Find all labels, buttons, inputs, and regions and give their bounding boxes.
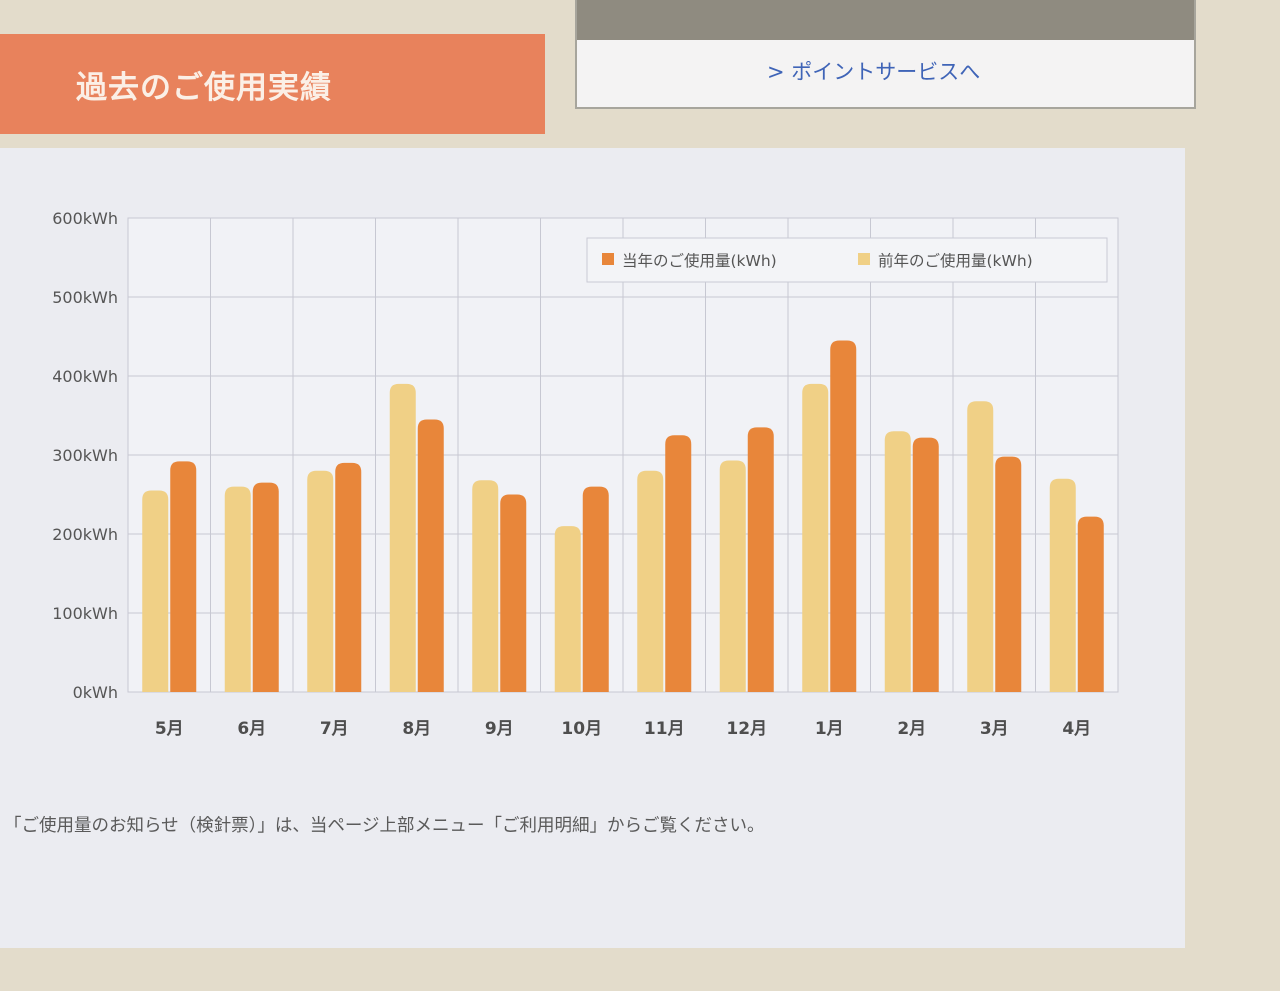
bar-current-year [830, 340, 857, 692]
bar-current-year [417, 419, 444, 692]
bar-previous-year [719, 460, 746, 692]
legend-label: 前年のご使用量(kWh) [878, 252, 1033, 270]
x-tick-label: 8月 [402, 719, 431, 739]
bar-current-year [335, 462, 362, 692]
x-tick-label: 11月 [644, 719, 685, 739]
x-tick-label: 6月 [237, 719, 266, 739]
bar-previous-year [802, 383, 829, 692]
bar-previous-year [224, 486, 251, 692]
bar-current-year [665, 435, 692, 692]
points-service-link[interactable]: > ポイントサービスへ [767, 60, 981, 84]
bar-previous-year [472, 480, 499, 692]
bar-current-year [995, 456, 1022, 692]
x-tick-label: 9月 [485, 719, 514, 739]
bar-current-year [747, 427, 774, 692]
x-tick-label: 5月 [155, 719, 184, 739]
bar-current-year [912, 437, 939, 692]
bar-previous-year [554, 526, 581, 692]
y-tick-label: 500kWh [52, 288, 118, 307]
bar-previous-year [307, 470, 334, 692]
bar-previous-year [389, 383, 416, 692]
bar-current-year [252, 482, 279, 692]
y-tick-label: 400kWh [52, 367, 118, 386]
usage-bar-chart: 0kWh 100kWh 200kWh 300kWh 400kWh 500kWh 600kWh… [52, 209, 1119, 739]
bar-previous-year [142, 490, 169, 692]
x-tick-label: 10月 [561, 719, 602, 739]
x-tick-label: 7月 [320, 719, 349, 739]
bar-current-year [1077, 516, 1104, 692]
section-title: 過去のご使用実績 [76, 70, 332, 106]
y-tick-label: 100kWh [52, 604, 118, 623]
chart-legend: 当年のご使用量(kWh) 前年のご使用量(kWh) [586, 237, 1108, 283]
bar-previous-year [637, 470, 664, 692]
x-tick-label: 12月 [726, 719, 767, 739]
usage-note: 「ご使用量のお知らせ（検針票）」は、当ページ上部メニュー「ご利用明細」からご覧く… [4, 816, 765, 836]
legend-label: 当年のご使用量(kWh) [622, 252, 777, 270]
bar-current-year [170, 461, 197, 692]
bar-previous-year [967, 401, 994, 692]
points-box: > ポイントサービスへ [575, 0, 1196, 109]
bar-previous-year [884, 431, 911, 692]
y-tick-label: 0kWh [73, 683, 118, 702]
bar-current-year [500, 494, 527, 692]
x-tick-label: 1月 [815, 719, 844, 739]
legend-swatch [602, 253, 614, 265]
x-tick-label: 2月 [897, 719, 926, 739]
y-tick-label: 600kWh [52, 209, 118, 228]
section-header: 過去のご使用実績 [0, 34, 545, 134]
x-tick-label: 4月 [1062, 719, 1091, 739]
y-tick-label: 200kWh [52, 525, 118, 544]
legend-box [586, 237, 1108, 283]
x-tick-label: 3月 [980, 719, 1009, 739]
y-tick-label: 300kWh [52, 446, 118, 465]
points-banner [577, 0, 1194, 40]
bar-previous-year [1049, 478, 1076, 692]
legend-swatch [858, 253, 870, 265]
chart-panel: 0kWh 100kWh 200kWh 300kWh 400kWh 500kWh 600kWh… [0, 148, 1185, 948]
bar-current-year [582, 486, 609, 692]
